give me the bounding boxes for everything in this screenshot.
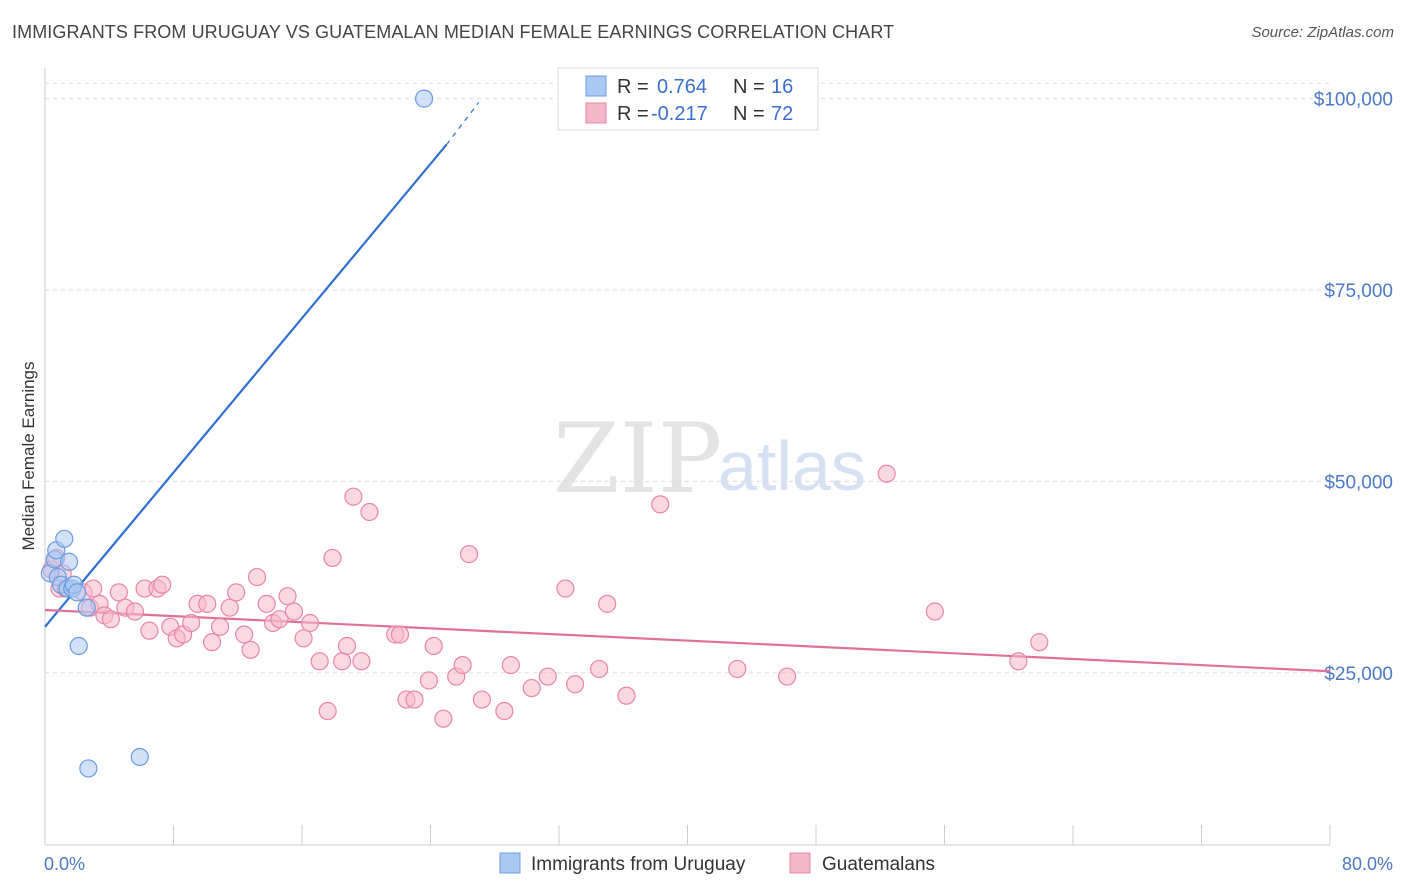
point-guatemalans-66	[651, 495, 670, 514]
point-guatemalans-11	[109, 583, 128, 602]
point-guatemalans-21	[182, 613, 201, 633]
point-guatemalans-39	[318, 701, 337, 721]
point-uruguay-7	[59, 552, 79, 571]
point-uruguay-15	[414, 89, 434, 108]
point-guatemalans-27	[227, 583, 246, 602]
point-guatemalans-42	[337, 636, 357, 656]
point-guatemalans-65	[617, 686, 636, 705]
legend-r-label-1: R =	[617, 76, 649, 98]
point-guatemalans-57	[495, 701, 514, 721]
point-guatemalans-60	[538, 667, 557, 686]
point-guatemalans-23	[198, 594, 217, 613]
point-guatemalans-25	[210, 617, 230, 636]
point-guatemalans-68	[777, 667, 797, 686]
point-guatemalans-52	[434, 709, 453, 728]
point-guatemalans-31	[257, 594, 276, 613]
point-uruguay-12	[77, 598, 96, 617]
point-guatemalans-37	[300, 613, 320, 633]
legend-swatch-uruguay	[585, 75, 607, 97]
data-points	[40, 89, 1049, 778]
point-uruguay-10	[68, 583, 87, 602]
legend-n-value-1: 16	[771, 76, 793, 98]
point-guatemalans-61	[556, 579, 575, 598]
series-legend: Immigrants from Uruguay Guatemalans	[499, 852, 935, 875]
point-guatemalans-49	[405, 690, 424, 709]
y-axis-label: Median Female Earnings	[19, 362, 38, 551]
stats-legend: R = 0.764 N = 16 R = -0.217 N = 72	[557, 67, 819, 131]
trend-line-uruguay	[44, 143, 448, 628]
legend-r-value-1: 0.764	[657, 76, 707, 98]
point-guatemalans-28	[235, 625, 254, 644]
legend-r-value-2: -0.217	[651, 103, 708, 125]
y-tick-label-3: $100,000	[1314, 90, 1393, 111]
point-guatemalans-43	[344, 487, 363, 506]
point-guatemalans-59	[522, 678, 541, 698]
point-uruguay-11	[69, 636, 88, 656]
legend-swatch-guatemalans	[585, 102, 607, 124]
legend-n-label-2: N =	[733, 103, 765, 125]
point-guatemalans-15	[140, 621, 159, 640]
legend-n-label-1: N =	[733, 76, 765, 98]
point-guatemalans-63	[590, 659, 609, 679]
bottom-legend-label-uruguay: Immigrants from Uruguay	[531, 854, 746, 875]
point-guatemalans-10	[101, 610, 120, 629]
point-guatemalans-72	[1030, 633, 1049, 652]
point-guatemalans-70	[925, 602, 944, 621]
point-guatemalans-38	[310, 652, 329, 671]
y-tick-label-1: $50,000	[1324, 472, 1393, 493]
y-tick-label-2: $75,000	[1324, 281, 1393, 302]
point-guatemalans-55	[459, 545, 479, 564]
y-tick-label-0: $25,000	[1324, 664, 1393, 685]
point-guatemalans-29	[241, 640, 260, 659]
point-guatemalans-67	[728, 659, 747, 679]
trend-line-uruguay-extension	[446, 102, 480, 145]
point-guatemalans-44	[352, 652, 371, 671]
point-guatemalans-45	[360, 502, 379, 522]
point-guatemalans-50	[419, 671, 438, 690]
point-guatemalans-36	[294, 629, 313, 648]
point-guatemalans-13	[125, 602, 145, 621]
legend-n-value-2: 72	[771, 103, 793, 125]
point-uruguay-14	[130, 747, 149, 767]
y-axis-ticks: $25,000 $50,000 $75,000 $100,000	[1314, 90, 1393, 685]
point-guatemalans-58	[501, 656, 520, 675]
point-guatemalans-40	[323, 548, 342, 568]
point-guatemalans-71	[1009, 652, 1028, 671]
watermark-zip: ZIP	[553, 403, 722, 515]
point-guatemalans-64	[598, 594, 617, 613]
x-tick-label-min: 0.0%	[44, 854, 85, 874]
point-guatemalans-47	[390, 625, 410, 644]
axes	[44, 68, 1331, 846]
point-guatemalans-62	[565, 675, 585, 694]
watermark-atlas: atlas	[718, 427, 866, 505]
trend-line-guatemalans	[44, 608, 1331, 673]
trend-lines	[44, 102, 1331, 673]
point-guatemalans-33	[270, 610, 289, 629]
point-guatemalans-24	[202, 633, 222, 652]
point-guatemalans-17	[153, 575, 172, 594]
x-tick-label-max: 80.0%	[1342, 854, 1393, 874]
chart-title: IMMIGRANTS FROM URUGUAY VS GUATEMALAN ME…	[12, 22, 895, 42]
bottom-legend-label-guatemalans: Guatemalans	[822, 854, 935, 875]
point-guatemalans-51	[424, 636, 443, 656]
point-uruguay-13	[79, 759, 98, 778]
point-guatemalans-26	[220, 598, 239, 617]
point-guatemalans-41	[333, 652, 352, 671]
point-guatemalans-35	[284, 602, 304, 621]
bottom-legend-swatch-uruguay	[499, 852, 521, 874]
point-guatemalans-34	[278, 587, 297, 606]
legend-r-label-2: R =	[617, 103, 649, 125]
point-guatemalans-54	[453, 656, 472, 675]
bottom-legend-swatch-guatemalans	[789, 852, 811, 874]
source-credit: Source: ZipAtlas.com	[1251, 24, 1394, 41]
point-guatemalans-69	[877, 464, 896, 483]
point-guatemalans-30	[247, 567, 267, 587]
point-guatemalans-7	[84, 579, 103, 598]
point-guatemalans-56	[472, 690, 491, 709]
point-uruguay-5	[55, 529, 74, 548]
